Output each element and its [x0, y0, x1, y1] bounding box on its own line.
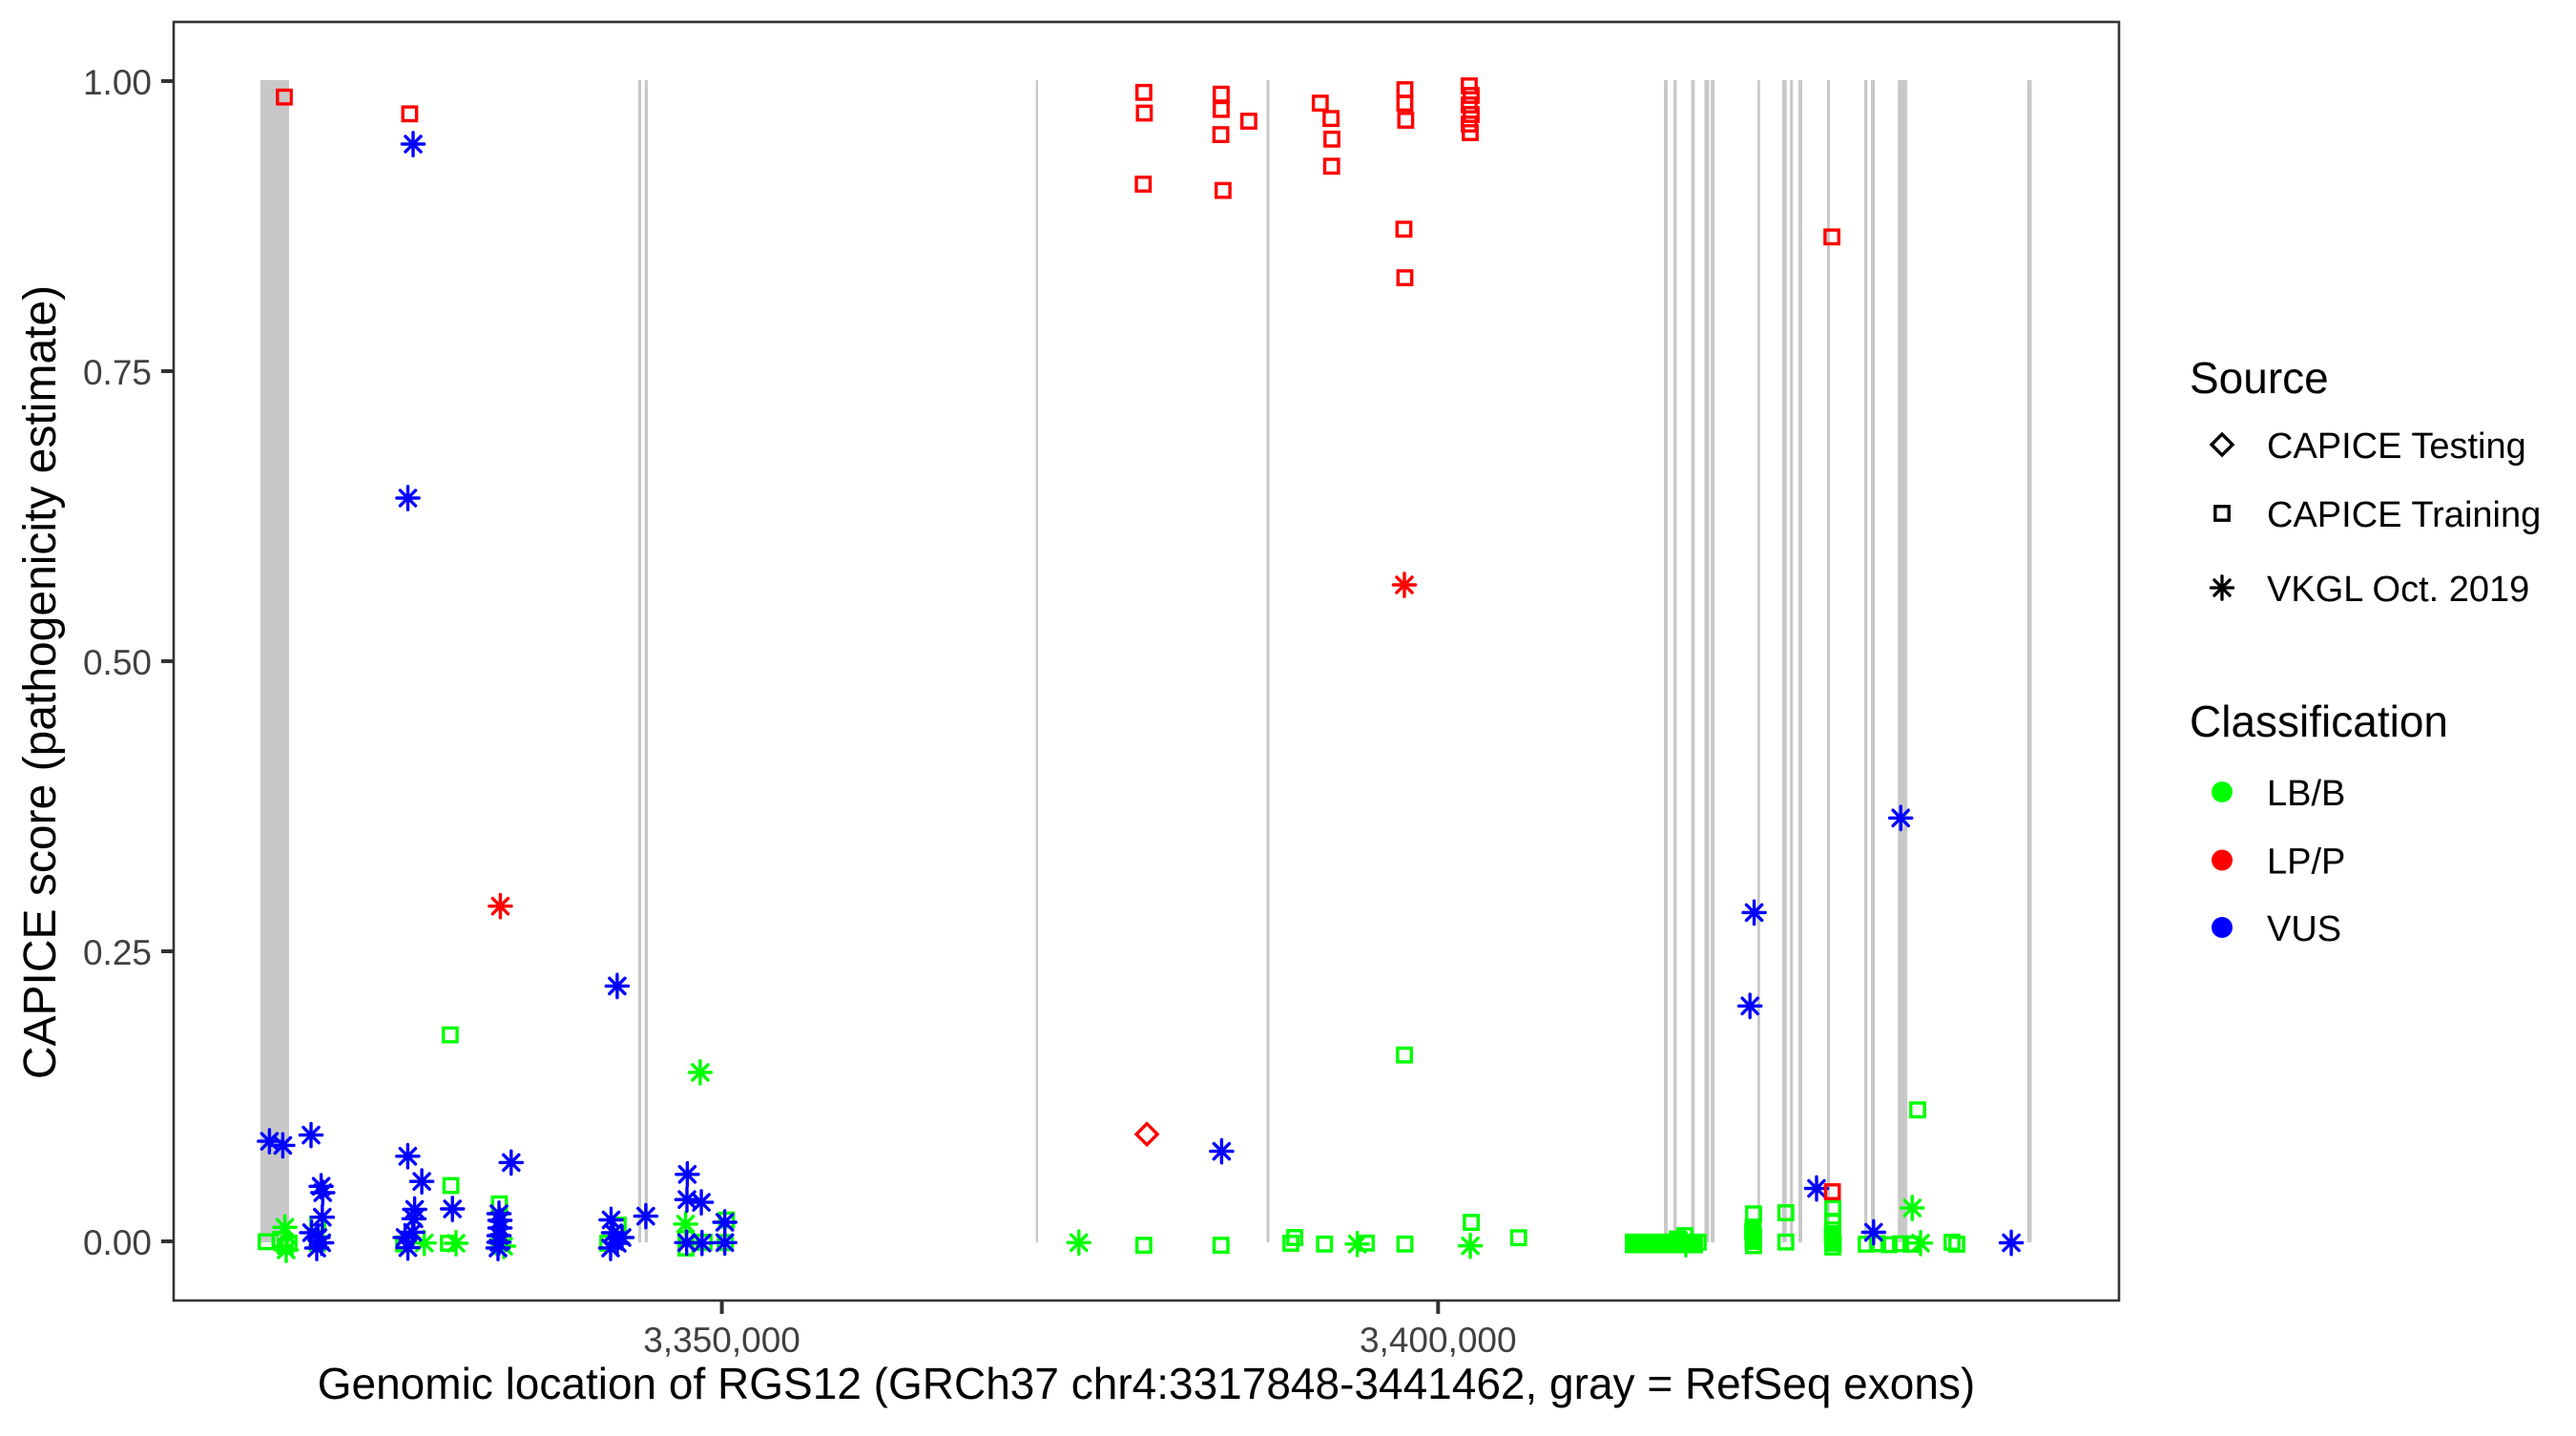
- svg-text:CAPICE Testing: CAPICE Testing: [2267, 427, 2526, 467]
- svg-text:0.00: 0.00: [83, 1223, 152, 1262]
- svg-text:VKGL Oct. 2019: VKGL Oct. 2019: [2267, 570, 2529, 610]
- svg-text:VUS: VUS: [2267, 909, 2341, 949]
- svg-text:LP/P: LP/P: [2267, 843, 2345, 883]
- svg-text:1.00: 1.00: [83, 63, 152, 102]
- svg-text:0.50: 0.50: [83, 643, 152, 682]
- svg-text:LB/B: LB/B: [2267, 774, 2345, 814]
- svg-text:3,350,000: 3,350,000: [643, 1321, 800, 1360]
- svg-text:0.75: 0.75: [83, 353, 152, 392]
- svg-text:CAPICE score (pathogenicity es: CAPICE score (pathogenicity estimate): [15, 285, 66, 1079]
- svg-text:Classification: Classification: [2190, 697, 2448, 746]
- svg-text:3,400,000: 3,400,000: [1360, 1321, 1517, 1360]
- svg-text:0.25: 0.25: [83, 933, 152, 972]
- svg-text:Genomic location of RGS12 (GRC: Genomic location of RGS12 (GRCh37 chr4:3…: [318, 1359, 1976, 1408]
- svg-text:Source: Source: [2190, 353, 2329, 403]
- svg-text:CAPICE Training: CAPICE Training: [2267, 495, 2541, 535]
